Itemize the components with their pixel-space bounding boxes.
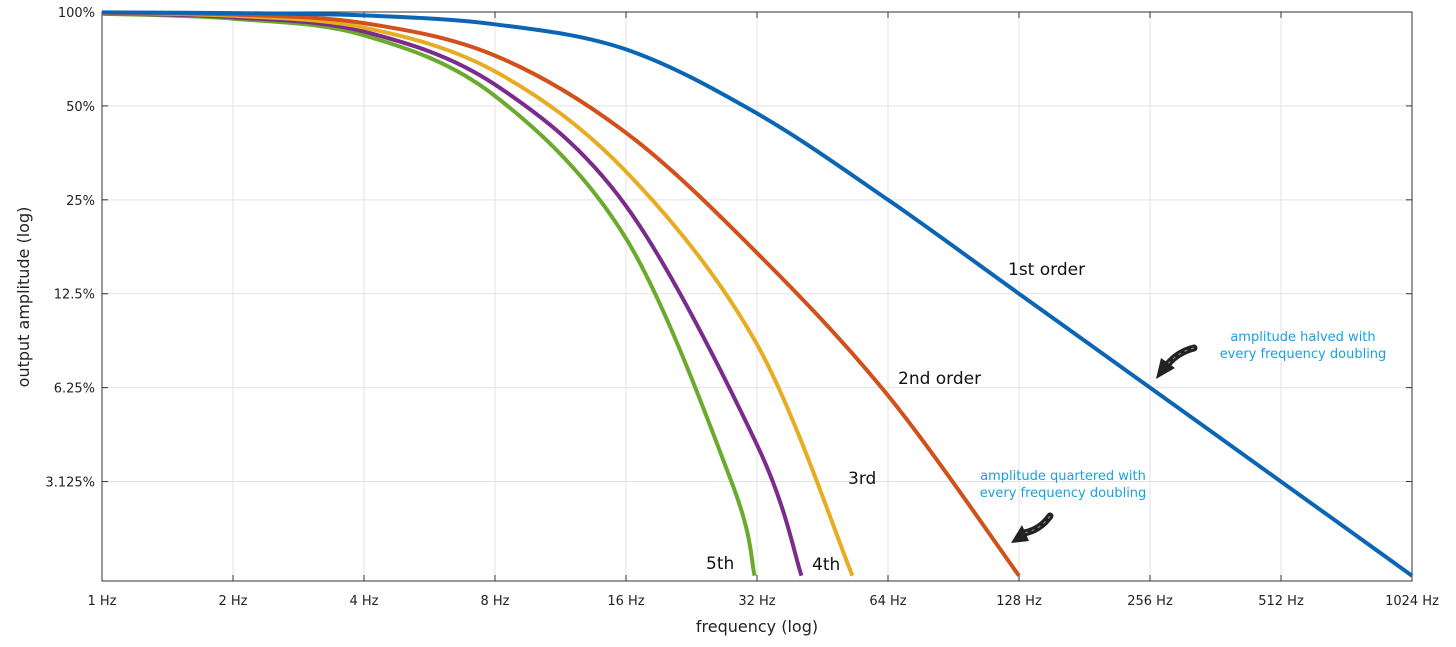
y-axis-title: output amplitude (log) [14, 207, 33, 388]
series-line-1st-order [101, 10, 1414, 578]
series-labels: 1st order 2nd order 3rd 4th 5th [706, 260, 1085, 575]
x-tick-label: 256 Hz [1127, 594, 1173, 609]
x-tick-label: 1024 Hz [1385, 594, 1439, 609]
y-tick-label: 6.25% [54, 382, 95, 397]
label-2nd-order: 2nd order [898, 369, 981, 389]
y-tick-label: 12.5% [54, 288, 95, 303]
annotation-quartered-line-1: amplitude quartered with [980, 469, 1146, 484]
series-lines [101, 10, 1414, 578]
label-4th: 4th [812, 555, 840, 575]
annotations: amplitude halved with every frequency dou… [980, 330, 1387, 543]
label-1st-order: 1st order [1008, 260, 1085, 280]
annotation-quartered-line-2: every frequency doubling [980, 486, 1147, 501]
annotation-halved-line-1: amplitude halved with [1230, 330, 1375, 345]
y-tick-label: 50% [66, 100, 95, 115]
arrow-icon-halved [1156, 344, 1198, 379]
x-tick-label: 32 Hz [738, 594, 775, 609]
x-tick-label: 2 Hz [218, 594, 247, 609]
x-tick-label: 4 Hz [349, 594, 378, 609]
y-tick-label: 3.125% [45, 476, 95, 491]
x-axis-title: frequency (log) [696, 617, 818, 636]
x-tick-label: 16 Hz [607, 594, 644, 609]
arrow-icon-quartered [1011, 512, 1054, 543]
series-line-4th [101, 11, 804, 577]
label-3rd: 3rd [848, 469, 876, 489]
x-tick-label: 128 Hz [996, 594, 1042, 609]
series-line-2nd-order [101, 10, 1021, 577]
grid-lines [102, 12, 1412, 581]
label-5th: 5th [706, 554, 734, 574]
x-tick-label: 64 Hz [869, 594, 906, 609]
x-tick-label: 8 Hz [480, 594, 509, 609]
annotation-halved-line-2: every frequency doubling [1220, 347, 1387, 362]
x-tick-label: 512 Hz [1258, 594, 1304, 609]
x-tick-label: 1 Hz [87, 594, 116, 609]
y-tick-label: 100% [58, 6, 95, 21]
series-line-3rd [101, 11, 855, 577]
series-line-5th [101, 11, 757, 577]
axis-ticks: 1 Hz 2 Hz 4 Hz 8 Hz 16 Hz 32 Hz 64 Hz 128 Hz 256… [45, 6, 1439, 609]
y-tick-label: 25% [66, 194, 95, 209]
